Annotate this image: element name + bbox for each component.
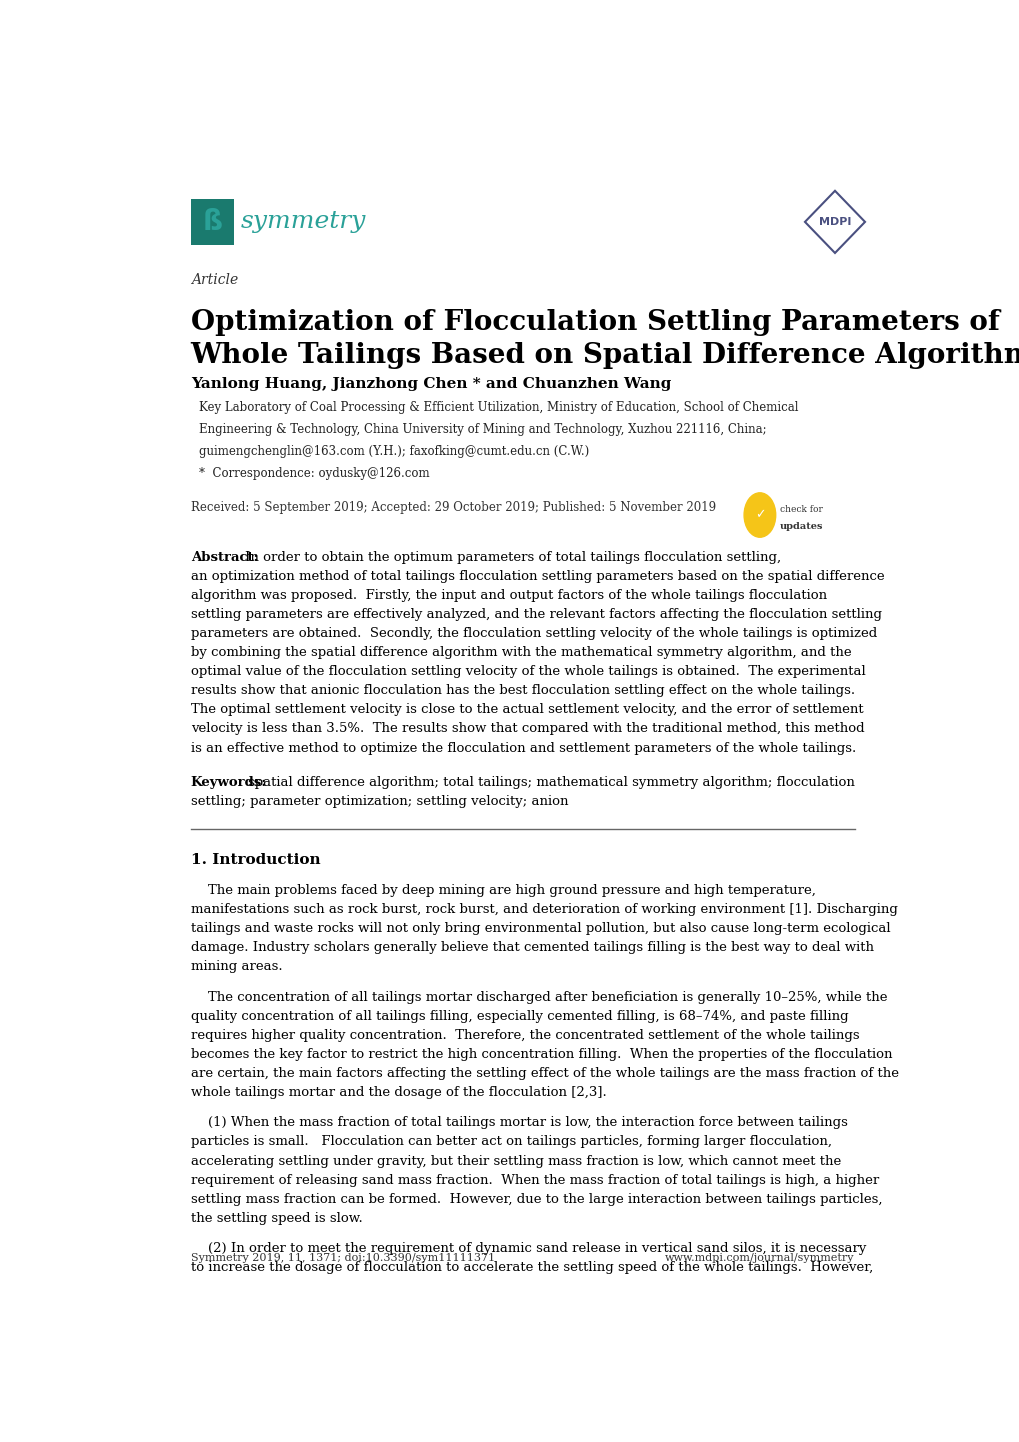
Text: settling parameters are effectively analyzed, and the relevant factors affecting: settling parameters are effectively anal… [191,609,880,622]
Text: whole tailings mortar and the dosage of the flocculation [2,3].: whole tailings mortar and the dosage of … [191,1086,606,1099]
Text: particles is small.   Flocculation can better act on tailings particles, forming: particles is small. Flocculation can bet… [191,1135,830,1148]
Text: quality concentration of all tailings filling, especially cemented filling, is 6: quality concentration of all tailings fi… [191,1009,848,1022]
Text: accelerating settling under gravity, but their settling mass fraction is low, wh: accelerating settling under gravity, but… [191,1155,841,1168]
Text: an optimization method of total tailings flocculation settling parameters based : an optimization method of total tailings… [191,570,883,583]
Text: The optimal settlement velocity is close to the actual settlement velocity, and : The optimal settlement velocity is close… [191,704,862,717]
Text: Engineering & Technology, China University of Mining and Technology, Xuzhou 2211: Engineering & Technology, China Universi… [199,423,765,435]
Text: Abstract:: Abstract: [191,551,258,564]
Text: parameters are obtained.  Secondly, the flocculation settling velocity of the wh: parameters are obtained. Secondly, the f… [191,627,876,640]
Text: to increase the dosage of flocculation to accelerate the settling speed of the w: to increase the dosage of flocculation t… [191,1262,872,1275]
Text: www.mdpi.com/journal/symmetry: www.mdpi.com/journal/symmetry [664,1253,854,1263]
Text: the settling speed is slow.: the settling speed is slow. [191,1211,362,1224]
Text: Optimization of Flocculation Settling Parameters of: Optimization of Flocculation Settling Pa… [191,309,999,336]
Text: are certain, the main factors affecting the settling effect of the whole tailing: are certain, the main factors affecting … [191,1067,898,1080]
Text: ß: ß [203,208,223,236]
Text: The concentration of all tailings mortar discharged after beneficiation is gener: The concentration of all tailings mortar… [191,991,887,1004]
Text: spatial difference algorithm; total tailings; mathematical symmetry algorithm; f: spatial difference algorithm; total tail… [249,776,855,789]
Text: Key Laboratory of Coal Processing & Efficient Utilization, Ministry of Education: Key Laboratory of Coal Processing & Effi… [199,401,797,414]
Circle shape [744,493,775,538]
FancyBboxPatch shape [191,199,234,245]
Text: ✓: ✓ [754,509,764,522]
Text: guimengchenglin@163.com (Y.H.); faxofking@cumt.edu.cn (C.W.): guimengchenglin@163.com (Y.H.); faxofkin… [199,446,588,459]
Text: velocity is less than 3.5%.  The results show that compared with the traditional: velocity is less than 3.5%. The results … [191,722,863,735]
Text: The main problems faced by deep mining are high ground pressure and high tempera: The main problems faced by deep mining a… [191,884,815,897]
Text: (2) In order to meet the requirement of dynamic sand release in vertical sand si: (2) In order to meet the requirement of … [191,1242,865,1255]
Text: (1) When the mass fraction of total tailings mortar is low, the interaction forc: (1) When the mass fraction of total tail… [191,1116,847,1129]
Text: *  Correspondence: oydusky@126.com: * Correspondence: oydusky@126.com [199,467,429,480]
Text: check for: check for [779,505,821,513]
Text: symmetry: symmetry [240,211,366,234]
Text: mining areas.: mining areas. [191,960,282,973]
Text: settling mass fraction can be formed.  However, due to the large interaction bet: settling mass fraction can be formed. Ho… [191,1193,881,1206]
Text: by combining the spatial difference algorithm with the mathematical symmetry alg: by combining the spatial difference algo… [191,646,851,659]
Text: Article: Article [191,273,237,287]
Text: Whole Tailings Based on Spatial Difference Algorithm: Whole Tailings Based on Spatial Differen… [191,342,1019,369]
Text: updates: updates [779,522,822,531]
Text: is an effective method to optimize the flocculation and settlement parameters of: is an effective method to optimize the f… [191,741,855,754]
Text: Yanlong Huang, Jianzhong Chen * and Chuanzhen Wang: Yanlong Huang, Jianzhong Chen * and Chua… [191,378,671,391]
Text: Received: 5 September 2019; Accepted: 29 October 2019; Published: 5 November 201: Received: 5 September 2019; Accepted: 29… [191,500,715,513]
Text: damage. Industry scholars generally believe that cemented tailings filling is th: damage. Industry scholars generally beli… [191,942,873,955]
Text: optimal value of the flocculation settling velocity of the whole tailings is obt: optimal value of the flocculation settli… [191,665,865,678]
Text: results show that anionic flocculation has the best flocculation settling effect: results show that anionic flocculation h… [191,685,854,698]
Text: Keywords:: Keywords: [191,776,267,789]
Text: Symmetry 2019, 11, 1371; doi:10.3390/sym11111371: Symmetry 2019, 11, 1371; doi:10.3390/sym… [191,1253,494,1263]
Text: algorithm was proposed.  Firstly, the input and output factors of the whole tail: algorithm was proposed. Firstly, the inp… [191,588,826,601]
Text: In order to obtain the optimum parameters of total tailings flocculation settlin: In order to obtain the optimum parameter… [245,551,781,564]
Text: tailings and waste rocks will not only bring environmental pollution, but also c: tailings and waste rocks will not only b… [191,923,890,936]
Text: requirement of releasing sand mass fraction.  When the mass fraction of total ta: requirement of releasing sand mass fract… [191,1174,878,1187]
Text: MDPI: MDPI [818,216,850,226]
Text: settling; parameter optimization; settling velocity; anion: settling; parameter optimization; settli… [191,796,568,809]
Text: requires higher quality concentration.  Therefore, the concentrated settlement o: requires higher quality concentration. T… [191,1030,859,1043]
Text: becomes the key factor to restrict the high concentration filling.  When the pro: becomes the key factor to restrict the h… [191,1048,892,1061]
Text: manifestations such as rock burst, rock burst, and deterioration of working envi: manifestations such as rock burst, rock … [191,903,897,916]
Text: 1. Introduction: 1. Introduction [191,854,320,867]
